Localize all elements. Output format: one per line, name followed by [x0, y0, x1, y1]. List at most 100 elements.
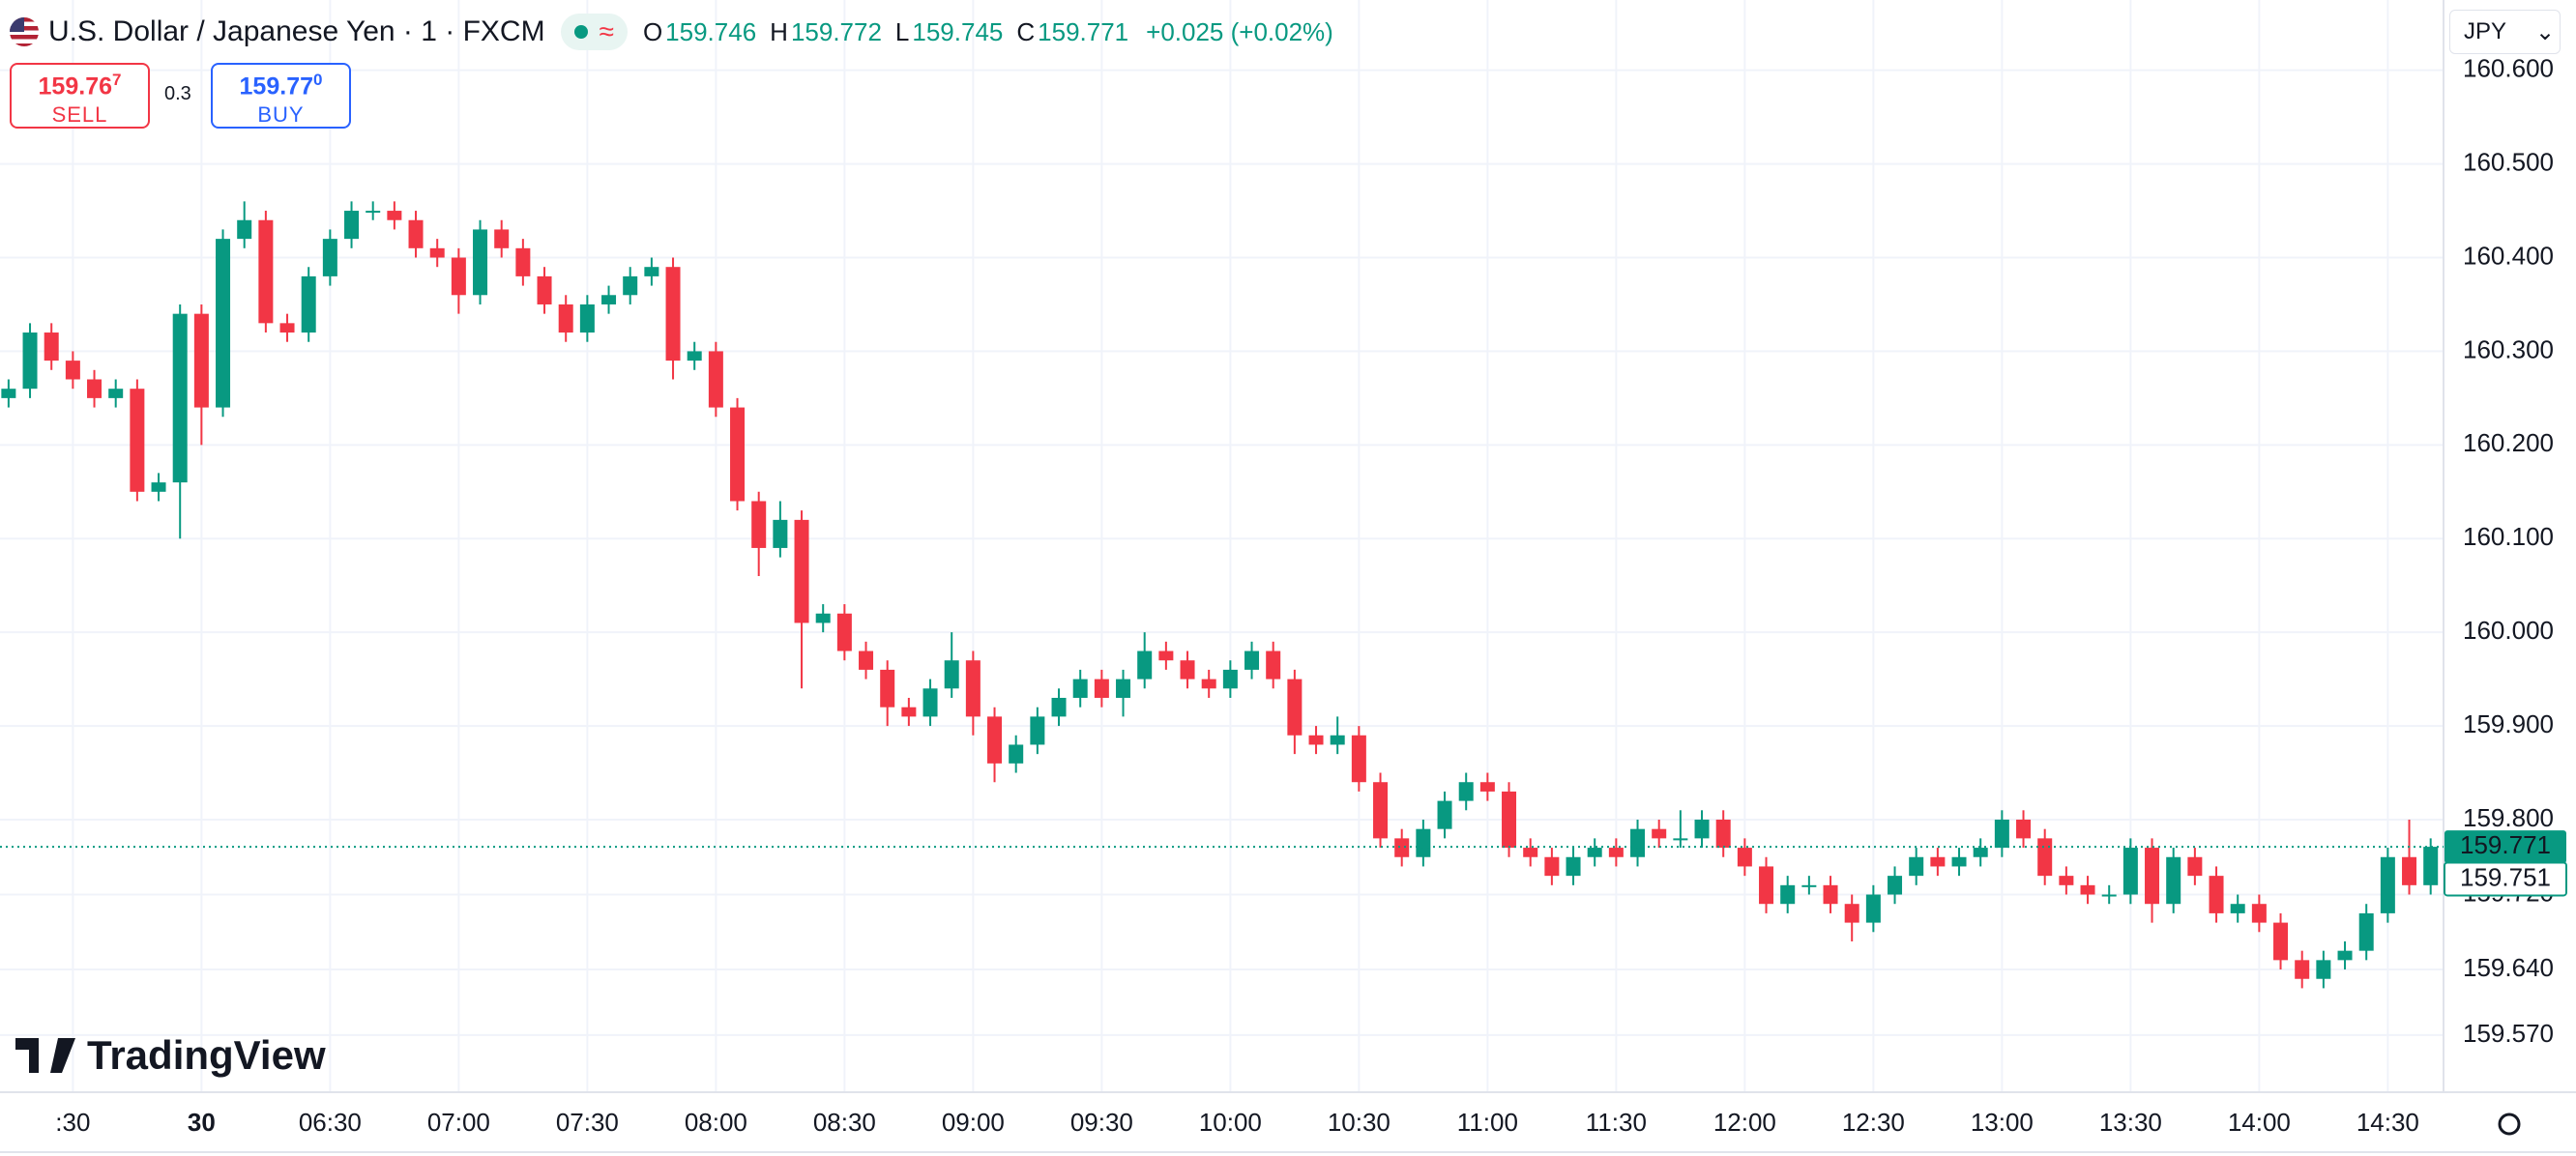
candle-body: [2402, 856, 2417, 885]
ohlc-item: L 159.745: [895, 17, 1003, 47]
y-tick-label: 159.800: [2463, 803, 2554, 832]
candle-body: [859, 650, 874, 670]
flag-icon: [10, 17, 39, 46]
candle-body: [1244, 650, 1260, 670]
candle-body: [1051, 697, 1067, 717]
ohlc-key: L: [894, 16, 910, 46]
chevron: ⌄: [2535, 18, 2556, 45]
candle-body: [773, 519, 788, 548]
x-tick-label: 14:00: [2228, 1108, 2291, 1137]
sell-button[interactable]: 159.767 SELL: [10, 63, 150, 129]
candle-body: [944, 660, 959, 689]
status-pill[interactable]: ≈: [560, 14, 628, 50]
candle-body: [1608, 848, 1624, 857]
candle-body: [730, 407, 746, 502]
symbol-title[interactable]: U.S. Dollar / Japanese Yen · 1 · FXCM: [48, 15, 545, 47]
ohlc-key: H: [770, 16, 788, 46]
candle-body: [2337, 950, 2353, 961]
candle-body: [1801, 884, 1817, 887]
x-tick-label: 11:00: [1457, 1108, 1518, 1137]
candle-body: [601, 295, 617, 304]
candle-body: [1222, 669, 1238, 689]
x-tick-label: 12:00: [1713, 1108, 1776, 1137]
candle-body: [1137, 650, 1153, 679]
candle-body: [408, 219, 424, 248]
candle-body: [1437, 800, 1452, 829]
candle-body: [1308, 735, 1324, 745]
y-tick-label: 159.640: [2463, 953, 2554, 982]
x-tick-label: 14:30: [2356, 1108, 2419, 1137]
candle-body: [1544, 856, 1560, 877]
x-tick-label: 30: [188, 1108, 216, 1137]
candle-body: [1759, 866, 1774, 905]
buy-price-main: 159.77: [239, 72, 313, 101]
candle-body: [1072, 679, 1088, 698]
candle-body: [2209, 876, 2224, 913]
ohlc-item: H 159.772: [770, 17, 882, 47]
candle-body: [1888, 876, 1903, 895]
y-tick-label: 159.900: [2463, 709, 2554, 738]
x-tick-label: 06:30: [299, 1108, 362, 1137]
candle-body: [1266, 650, 1281, 679]
settings-icon[interactable]: [2498, 1113, 2521, 1136]
last-price-box: [2444, 830, 2566, 864]
x-tick-label: 11:30: [1586, 1108, 1647, 1137]
x-tick-label: :30: [55, 1108, 90, 1137]
candle-body: [1, 389, 16, 398]
candle-body: [1737, 848, 1752, 867]
candle-body: [2101, 894, 2117, 897]
candle-body: [623, 275, 638, 296]
candle-body: [1394, 838, 1410, 857]
candle-body: [1865, 894, 1881, 923]
market-open-dot: [573, 25, 588, 39]
candle-body: [1180, 660, 1195, 679]
buy-button[interactable]: 159.770 BUY: [211, 63, 351, 129]
candle-body: [1994, 819, 2009, 849]
candle-body: [429, 247, 445, 258]
candle-body: [108, 389, 124, 398]
candle-body: [1823, 884, 1838, 905]
ohlc-value: 159.745: [912, 16, 1004, 46]
x-tick-label: 07:30: [556, 1108, 619, 1137]
header: U.S. Dollar / Japanese Yen · 1 · FXCM ≈ …: [10, 12, 1333, 52]
candle-body: [322, 239, 337, 276]
candle-body: [193, 313, 209, 408]
candle-body: [687, 351, 702, 361]
candle-body: [1523, 848, 1538, 857]
y-tick-label: 160.100: [2463, 522, 2554, 551]
x-tick-label: 09:30: [1070, 1108, 1133, 1137]
buy-price: 159.770: [213, 71, 349, 101]
candle-body: [2145, 848, 2160, 905]
prev-price-label: 159.751: [2460, 862, 2551, 891]
candle-body: [2059, 876, 2074, 885]
ohlc-value: 159.746: [665, 16, 757, 46]
candle-body: [130, 389, 145, 492]
ohlc-value: 159.772: [790, 16, 882, 46]
candle-body: [880, 669, 895, 708]
candle-body: [1566, 856, 1581, 877]
candle-body: [22, 332, 38, 390]
candle-body: [987, 716, 1003, 764]
candle-body: [216, 239, 231, 408]
candle-body: [1652, 828, 1667, 839]
candle-body: [2295, 960, 2310, 979]
candle-body: [1715, 819, 1731, 849]
ohlc-item: C 159.771: [1016, 17, 1128, 47]
candle-body: [2423, 847, 2439, 885]
candle-body: [2016, 819, 2032, 839]
y-tick-label: 160.200: [2463, 428, 2554, 457]
candle-body: [2251, 904, 2267, 923]
candle-body: [1673, 838, 1688, 841]
currency-select[interactable]: JPY ⌄: [2449, 10, 2561, 54]
candle-body: [1201, 679, 1216, 689]
brand-logo: [15, 1038, 75, 1073]
candle-body: [579, 303, 595, 333]
candle-body: [1458, 782, 1474, 801]
candle-body: [1287, 679, 1303, 736]
candle-body: [2358, 912, 2374, 951]
x-tick-label: 10:00: [1199, 1108, 1262, 1137]
y-tick-label: 160.300: [2463, 334, 2554, 363]
candle-body: [751, 501, 767, 548]
